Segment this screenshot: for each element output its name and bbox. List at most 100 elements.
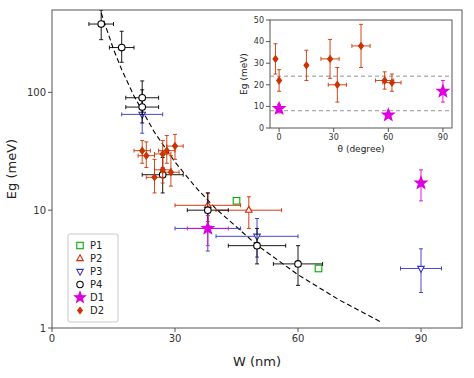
series-D1: [273, 80, 449, 120]
legend-marker: [77, 242, 83, 248]
point: [304, 62, 309, 69]
y-error-bar: [273, 44, 277, 74]
frame: [270, 20, 452, 128]
plot-1: 030609001020304050θ (degree)Eg (meV): [236, 14, 458, 160]
y-tick: [266, 84, 270, 85]
point: [139, 94, 146, 101]
y-tick: [48, 210, 52, 211]
reference-line: [270, 76, 452, 77]
point: [246, 206, 253, 212]
legend: P1P2P3P4D1D2: [68, 234, 118, 322]
y-axis-label: Eg (meV): [4, 139, 19, 199]
point: [295, 261, 302, 268]
y-error-bar: [328, 39, 332, 78]
legend-marker: [78, 307, 83, 313]
plot-area: [270, 20, 452, 128]
y-tick-label: 100: [27, 87, 46, 98]
x-axis-label: θ (degree): [338, 144, 385, 154]
y-error-bar: [140, 141, 144, 164]
point: [139, 104, 146, 111]
point: [273, 56, 278, 63]
plot-0: 0306090110100W (nm)Eg (meV)P1P2P3P4D1D2: [4, 10, 462, 369]
y-error-bar: [161, 154, 165, 183]
point: [233, 198, 240, 205]
series-D2: [134, 134, 183, 193]
series-P1: [233, 198, 322, 272]
y-tick: [266, 128, 270, 129]
point: [164, 147, 169, 154]
point: [359, 43, 364, 50]
point: [277, 77, 282, 84]
point: [98, 21, 105, 28]
x-tick-label: 60: [383, 133, 393, 142]
point: [273, 102, 285, 113]
x-tick: [333, 128, 334, 132]
y-tick-label: 50: [254, 16, 264, 25]
y-tick-label: 10: [254, 102, 264, 111]
x-axis-label: W (nm): [233, 354, 281, 369]
y-error-bar: [153, 159, 157, 193]
point: [328, 56, 333, 63]
y-tick-label: 20: [254, 81, 264, 90]
y-error-bar: [173, 134, 177, 159]
x-tick: [421, 328, 422, 332]
y-error-bar: [359, 24, 363, 67]
legend-label: P2: [90, 253, 102, 264]
x-tick: [298, 328, 299, 332]
y-tick: [266, 20, 270, 21]
point: [152, 174, 157, 181]
y-error-bar: [390, 74, 394, 91]
y-tick: [48, 328, 52, 329]
point: [160, 167, 165, 174]
point: [418, 266, 425, 272]
y-error-bar: [144, 142, 148, 168]
point: [254, 242, 261, 249]
inset-background: [236, 14, 458, 160]
legend-label: P1: [90, 240, 102, 251]
x-tick-label: 0: [49, 333, 55, 344]
x-tick-label: 30: [329, 133, 339, 142]
x-tick-label: 90: [415, 333, 428, 344]
y-tick-label: 40: [254, 37, 264, 46]
reference-line: [270, 110, 452, 111]
y-error-bar: [304, 50, 308, 80]
plot-area: [52, 10, 462, 328]
legend-marker: [77, 255, 83, 261]
x-tick-label: 90: [438, 133, 448, 142]
y-tick-label: 0: [259, 124, 264, 133]
y-error-bar: [383, 72, 387, 89]
legend-label: D2: [90, 305, 104, 316]
frame: [52, 10, 462, 328]
legend-box: [68, 234, 118, 322]
point: [415, 177, 427, 188]
point: [335, 82, 340, 89]
x-tick: [52, 328, 53, 332]
y-tick-label: 10: [33, 205, 46, 216]
point: [382, 109, 394, 120]
chart: 0306090110100W (nm)Eg (meV)P1P2P3P4D1D20…: [0, 0, 474, 378]
data-layer: [270, 24, 452, 120]
point: [437, 85, 449, 96]
x-tick-label: 30: [169, 333, 182, 344]
x-tick: [279, 128, 280, 132]
series-D2: [273, 24, 401, 102]
point: [173, 143, 178, 150]
y-error-bar: [335, 68, 339, 103]
y-tick: [266, 63, 270, 64]
y-axis-label: Eg (meV): [239, 53, 249, 95]
y-error-bar: [169, 156, 173, 186]
legend-label: D1: [90, 292, 104, 303]
y-error-bar: [277, 70, 281, 92]
x-tick-label: 60: [292, 333, 305, 344]
point: [168, 169, 173, 176]
x-tick: [442, 128, 443, 132]
x-tick: [175, 328, 176, 332]
point: [144, 152, 149, 159]
y-tick: [266, 106, 270, 107]
point: [202, 222, 214, 233]
y-tick: [48, 92, 52, 93]
x-tick: [388, 128, 389, 132]
point: [205, 207, 212, 214]
fit-line: [101, 13, 380, 322]
y-error-bar: [165, 136, 169, 164]
